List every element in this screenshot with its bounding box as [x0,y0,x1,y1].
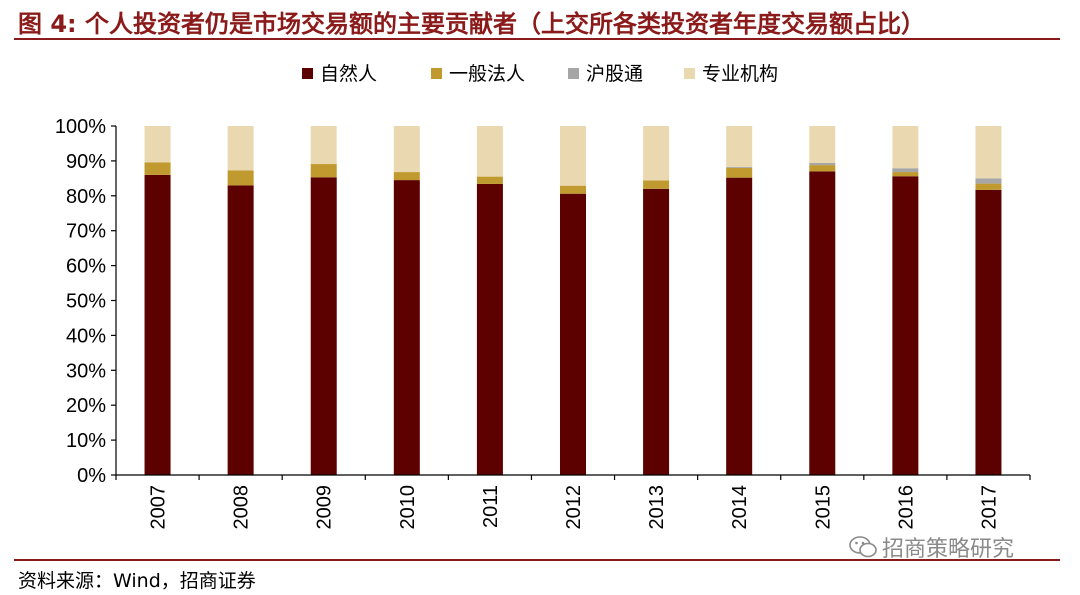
bar-segment [560,193,586,475]
x-tick-label: 2012 [563,485,585,530]
legend-swatch [431,68,442,79]
bar-segment [476,183,503,475]
stacked-bar-chart: 自然人 一般法人 沪股通 专业机构 0% 10% 20% 30% 40% 50% 60% 70% 80… [55,63,1031,530]
x-tick-label: 2011 [480,485,502,528]
x-tick-label: 2017 [978,485,1000,530]
bar-segment [726,167,753,178]
y-tick-label: 50% [66,291,106,313]
bar-segment [892,126,919,169]
bar-segment [643,180,670,189]
x-tick-label: 2009 [314,485,336,530]
y-tick-label: 90% [66,151,106,173]
bar-segment [975,126,1002,179]
bar-segment [476,126,503,177]
bar-segment [393,180,420,475]
bar-segment [975,178,1002,184]
wechat-icon [849,536,877,558]
watermark-text: 招商策略研究 [882,537,1015,562]
x-tick-label: 2007 [148,485,170,530]
bar-segment [809,126,836,163]
y-tick-label: 80% [66,186,106,208]
bar-segment [560,126,586,186]
figure-title: 图 4: 个人投资者仍是市场交易额的主要贡献者（上交所各类投资者年度交易额占比） [18,10,926,38]
bar-segment [310,126,337,165]
bar-segment [310,164,337,178]
legend: 自然人 一般法人 沪股通 专业机构 [302,63,778,85]
bar-segment [809,165,836,172]
legend-label: 沪股通 [586,63,643,85]
bar-segment [476,176,503,184]
bar-segment [892,172,919,177]
bar-segment [560,185,586,194]
bar-segment [227,185,254,475]
legend-swatch [568,68,579,79]
bar-segment [643,188,670,475]
y-tick-label: 20% [66,395,106,417]
x-axis: 2007 2008 2009 2010 2011 2012 2013 2014 2015 2016… [115,474,1031,530]
bar-segment [393,172,420,181]
x-tick-label: 2014 [729,485,751,530]
bar-segment [726,126,753,167]
bar-segment [809,171,836,475]
bar-segment [975,189,1002,475]
y-tick-label: 0% [77,465,106,487]
bars [144,126,1002,476]
y-tick-label: 30% [66,360,106,382]
legend-label: 专业机构 [702,63,778,85]
bar-segment [809,162,836,166]
legend-label: 一般法人 [449,63,525,85]
y-tick-label: 60% [66,256,106,278]
bar-segment [393,126,420,173]
bar-segment [643,126,670,181]
source-note: 资料来源：Wind，招商证券 [18,570,256,592]
bar-segment [227,126,254,171]
bar-segment [975,183,1002,190]
y-tick-label: 10% [66,430,106,452]
bar-segment [892,168,919,173]
bar-segment [310,177,337,476]
y-axis: 0% 10% 20% 30% 40% 50% 60% 70% 80% 90% 100% [55,116,117,487]
x-tick-label: 2013 [646,485,668,530]
x-tick-label: 2008 [231,485,253,530]
y-tick-label: 100% [55,116,106,138]
title-rule [14,38,1060,40]
bar-segment [726,166,753,168]
x-tick-label: 2010 [397,485,419,530]
x-tick-label: 2015 [812,485,834,530]
bar-segment [144,162,171,175]
legend-swatch [684,68,695,79]
legend-swatch [302,68,313,79]
y-tick-label: 40% [66,325,106,347]
watermark: 招商策略研究 [848,531,1014,563]
bar-segment [144,126,171,163]
y-tick-label: 70% [66,221,106,243]
legend-label: 自然人 [320,63,377,85]
bar-segment [227,170,254,186]
bar-segment [892,176,919,476]
footer-rule [14,559,1060,561]
bar-segment [144,174,171,476]
bar-segment [726,177,753,476]
x-tick-label: 2016 [895,485,917,530]
